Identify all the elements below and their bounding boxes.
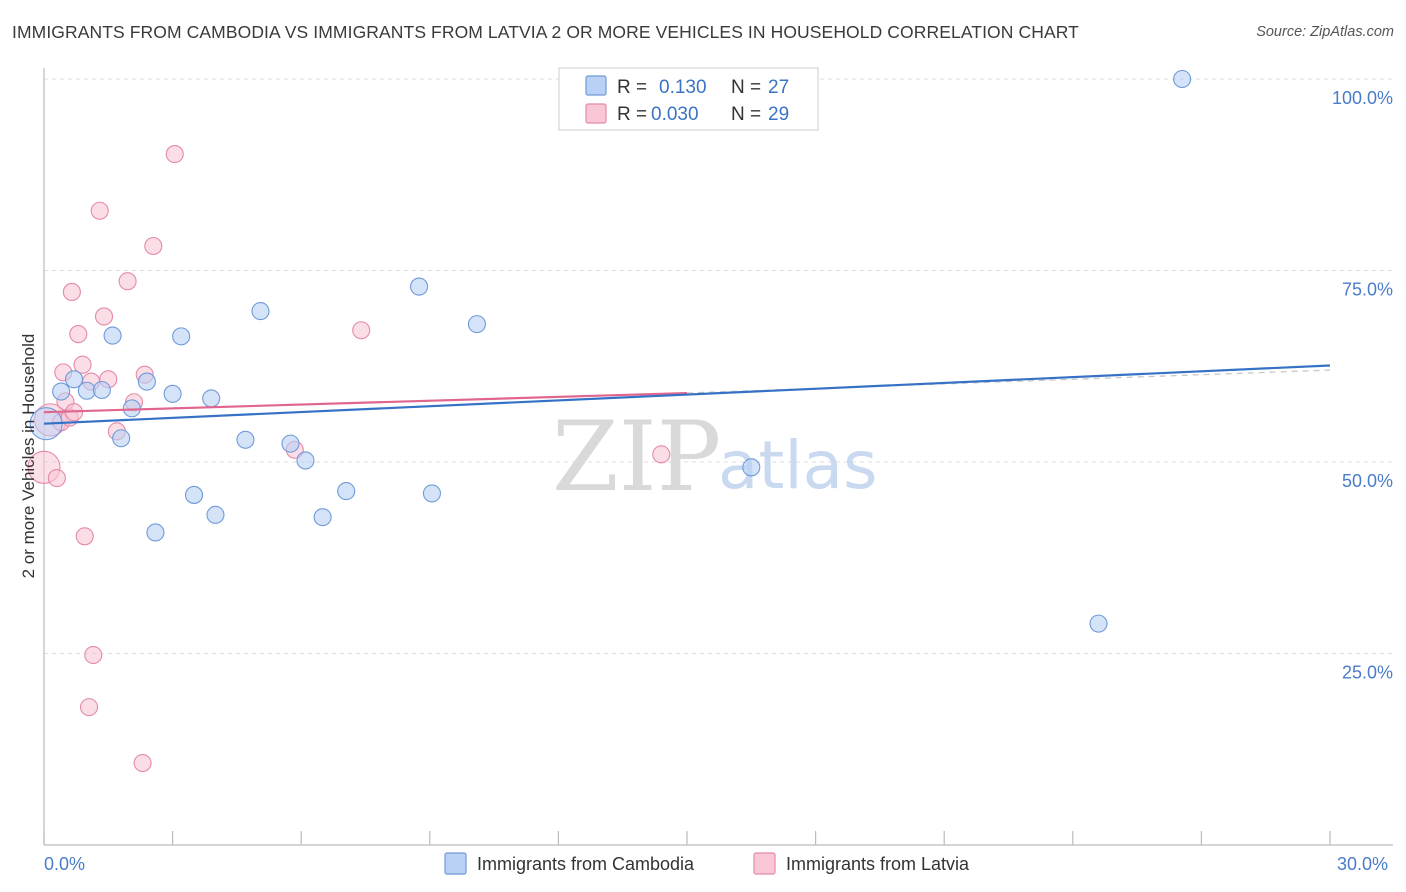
data-point [313, 508, 332, 527]
y-axis-tick-labels: 25.0% 50.0% 75.0% 100.0% [1332, 88, 1393, 683]
legend-n-value-latvia: 29 [768, 104, 789, 125]
data-point [172, 327, 191, 346]
data-point [1173, 69, 1192, 89]
y-tick-label: 75.0% [1342, 280, 1393, 300]
bottom-legend-swatch-cambodia [444, 852, 467, 875]
data-point [69, 325, 88, 344]
watermark-atlas: atlas [718, 427, 878, 504]
legend-swatch-latvia [585, 103, 607, 124]
data-point [64, 370, 84, 389]
data-point [184, 485, 204, 504]
data-point [103, 326, 122, 345]
bottom-legend: Immigrants from Cambodia Immigrants from… [444, 852, 970, 875]
data-point [652, 445, 671, 464]
cambodia-points [29, 69, 1192, 633]
y-axis-label: 2 or more Vehicles in Household [19, 334, 38, 579]
data-point [133, 753, 152, 773]
data-point [84, 645, 103, 665]
data-point [742, 458, 761, 477]
data-point [47, 469, 66, 488]
data-point [251, 302, 270, 321]
data-point [79, 698, 99, 717]
trend-lines [43, 364, 1331, 425]
latvia-trend-line [43, 391, 688, 414]
grid [44, 78, 1393, 654]
legend-swatch-cambodia [585, 75, 607, 96]
chart-title: IMMIGRANTS FROM CAMBODIA VS IMMIGRANTS F… [12, 22, 1079, 42]
data-point [92, 380, 111, 400]
legend-n-label-latvia: N = [731, 104, 761, 125]
data-point [146, 523, 165, 542]
legend: R = 0.130 N = 27 R = 0.030 N = 29 [558, 67, 819, 131]
y-tick-label: 50.0% [1342, 471, 1393, 491]
data-point [137, 372, 156, 391]
data-point [422, 484, 441, 503]
data-point [52, 382, 71, 401]
data-point [236, 430, 255, 449]
x-tick-label-min: 0.0% [44, 854, 85, 874]
data-point [77, 381, 96, 400]
data-point [144, 236, 163, 256]
data-point [352, 321, 371, 340]
x-tick-label-max: 30.0% [1337, 854, 1388, 874]
data-point [163, 384, 182, 403]
bottom-legend-label-latvia: Immigrants from Latvia [786, 854, 970, 874]
data-point [202, 389, 221, 408]
bottom-legend-swatch-latvia [753, 852, 776, 875]
legend-r-value-latvia: 0.030 [651, 104, 699, 125]
data-point [296, 451, 315, 470]
data-point [410, 277, 429, 296]
data-point [1089, 614, 1108, 633]
data-point [165, 145, 184, 164]
data-point [73, 355, 92, 374]
data-point [94, 307, 114, 326]
legend-n-value-cambodia: 27 [768, 77, 789, 98]
legend-r-label-cambodia: R = [617, 77, 647, 98]
legend-r-label-latvia: R = [617, 104, 647, 125]
source-label: Source: ZipAtlas.com [1256, 24, 1394, 40]
data-point [118, 272, 137, 291]
data-point [112, 429, 131, 448]
y-tick-label: 25.0% [1342, 663, 1393, 683]
legend-n-label-cambodia: N = [731, 77, 761, 98]
legend-r-value-cambodia: 0.130 [659, 77, 707, 98]
watermark-zip: ZIP [552, 401, 721, 513]
data-point [90, 201, 109, 220]
cambodia-trend-line [43, 364, 1331, 425]
data-point [281, 434, 300, 453]
latvia-trend-extension [686, 369, 1331, 394]
bottom-legend-label-cambodia: Immigrants from Cambodia [477, 854, 695, 874]
y-tick-label: 100.0% [1332, 88, 1393, 108]
data-point [75, 527, 94, 546]
x-axis-ticks [43, 831, 1331, 845]
data-point [467, 315, 487, 334]
data-point [62, 282, 81, 301]
data-point [337, 482, 356, 501]
data-point [206, 505, 225, 524]
